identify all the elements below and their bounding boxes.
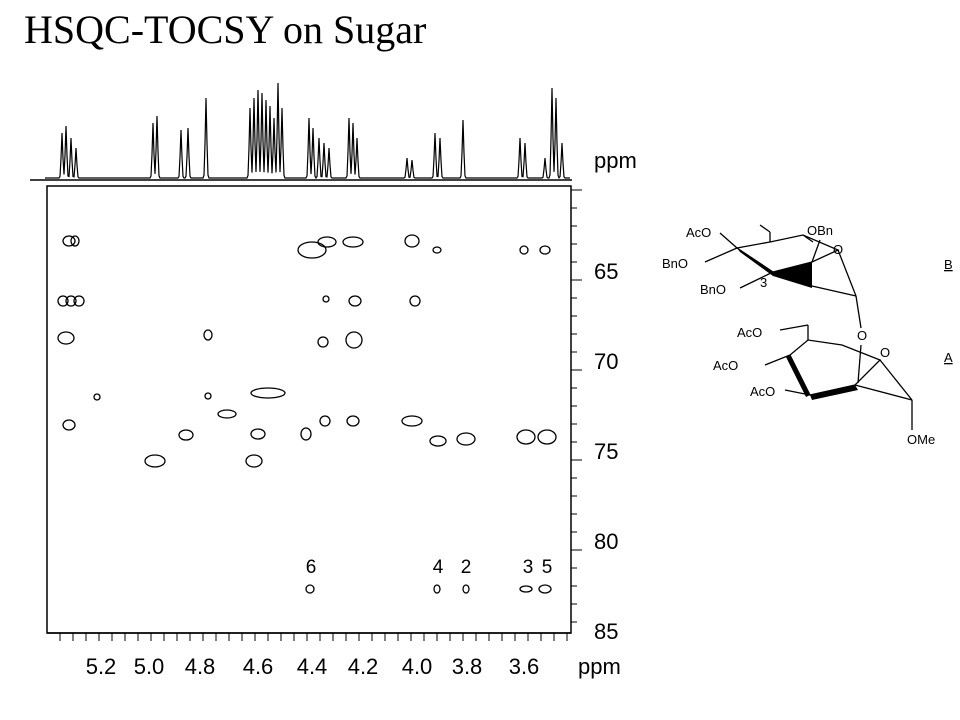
x-tick-label: 4.4 (297, 654, 328, 679)
contour-peak (319, 415, 331, 427)
contour-peak (62, 419, 76, 431)
x-unit-label: ppm (578, 654, 621, 679)
contour-peak (537, 429, 557, 445)
contour-peak (538, 584, 552, 594)
y-tick-label: 85 (594, 619, 618, 644)
contour-peak (297, 241, 327, 259)
y-tick-label: 75 (594, 439, 618, 464)
contour-peak (93, 393, 101, 401)
x-tick-label: 4.6 (243, 654, 274, 679)
carbon-position-label: 3 (760, 275, 767, 290)
ring-oxygen-label: O (880, 345, 890, 360)
peak-label: 2 (461, 557, 472, 578)
contour-peak (300, 427, 312, 441)
y-tick-label: 65 (594, 259, 618, 284)
x-tick-label: 4.8 (185, 654, 216, 679)
contour-peak (519, 245, 529, 255)
x-tick-label: 5.2 (86, 654, 117, 679)
contour-peak (322, 295, 330, 303)
proton-1d-trace (30, 82, 572, 181)
contour-peak (401, 415, 423, 427)
contour-peak (217, 409, 237, 419)
substituent-label: OMe (907, 432, 935, 447)
contour-peak (62, 235, 76, 247)
trace-unit-label: ppm (594, 148, 637, 173)
contour-peak (539, 245, 551, 255)
contour-peak (57, 295, 69, 307)
slide-title: HSQC-TOCSY on Sugar (24, 7, 427, 52)
contour-peak (57, 331, 75, 345)
peak-assignment-labels: 6 4 2 3 5 (306, 557, 553, 578)
contour-peak (65, 295, 77, 307)
peak-label: 5 (542, 557, 553, 578)
contour-peak (346, 415, 360, 427)
y-axis: 65 70 75 80 85 (571, 189, 618, 644)
substituent-label: AcO (737, 325, 762, 340)
peak-label: 6 (306, 557, 317, 578)
peak-label: 3 (523, 557, 534, 578)
contour-peak (70, 235, 80, 247)
contour-peak (73, 295, 85, 307)
contour-peak (144, 454, 166, 468)
substituent-label: AcO (750, 384, 775, 399)
contour-peak (317, 336, 329, 348)
contour-peak (429, 435, 447, 447)
ring-label-a: A (944, 350, 953, 365)
x-axis: 5.2 5.0 4.8 4.6 4.4 4.2 4.0 3.8 3.6 ppm (59, 633, 621, 679)
disaccharide-structure: AcO OBn O BnO 3 BnO AcO O O AcO AcO OMe … (662, 223, 953, 447)
contour-peak (250, 387, 286, 399)
glycosidic-oxygen-label: O (857, 328, 867, 343)
x-tick-label: 5.0 (134, 654, 165, 679)
contour-peaks (57, 234, 557, 594)
x-tick-label: 4.0 (402, 654, 433, 679)
contour-peak (519, 585, 533, 593)
y-tick-label: 80 (594, 529, 618, 554)
x-tick-label: 3.6 (509, 654, 540, 679)
contour-peak (432, 246, 442, 254)
ring-oxygen-label: O (833, 242, 843, 257)
x-tick-label: 3.8 (452, 654, 483, 679)
contour-peak (348, 295, 362, 307)
substituent-label: OBn (807, 223, 833, 238)
contour-peak (345, 331, 363, 349)
contour-peak (245, 454, 263, 468)
substituent-label: BnO (662, 256, 688, 271)
contour-peak (305, 584, 315, 594)
x-tick-label: 4.2 (348, 654, 379, 679)
contour-peak (342, 236, 364, 248)
contour-peak (317, 236, 337, 248)
substituent-label: BnO (700, 282, 726, 297)
peak-label: 4 (433, 557, 444, 578)
contour-peak (462, 584, 470, 594)
y-tick-label: 70 (594, 349, 618, 374)
contour-peak (409, 295, 421, 307)
contour-peak (433, 584, 441, 594)
contour-peak (178, 429, 194, 441)
contour-peak (250, 428, 266, 440)
contour-peak (516, 429, 536, 445)
contour-peak (204, 392, 212, 400)
contour-peak (203, 329, 213, 341)
substituent-label: AcO (686, 225, 711, 240)
substituent-label: AcO (713, 358, 738, 373)
contour-peak (456, 432, 476, 446)
plot-frame (46, 185, 572, 634)
ring-label-b: B (944, 257, 953, 272)
contour-peak (404, 234, 420, 248)
